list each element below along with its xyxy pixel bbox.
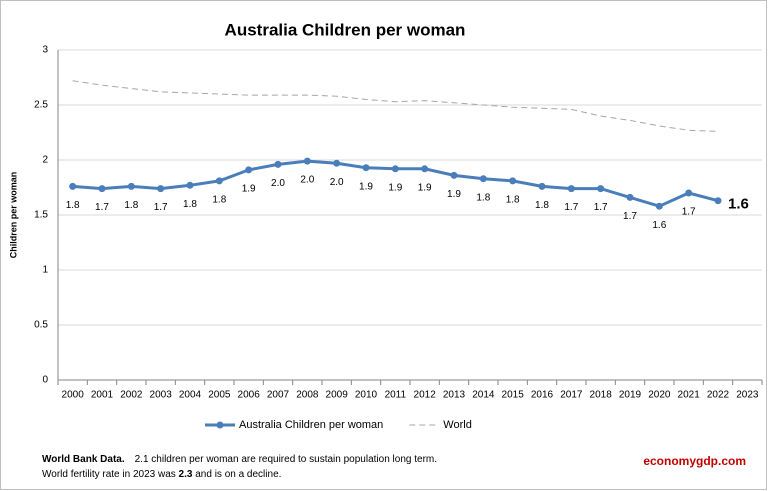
- data-label: 1.9: [359, 181, 373, 192]
- data-label: 1.8: [535, 200, 549, 211]
- data-point: [157, 185, 165, 193]
- data-point: [186, 181, 194, 189]
- data-label: 1.7: [594, 202, 608, 213]
- brand: economygdp.com: [643, 454, 746, 468]
- data-point: [655, 202, 663, 210]
- footer-source: World Bank Data.: [42, 454, 125, 465]
- data-point: [303, 157, 311, 165]
- data-label: 1.7: [564, 202, 578, 213]
- x-tick-label: 2022: [707, 390, 730, 401]
- data-label: 2.0: [300, 175, 314, 186]
- x-tick-label: 2019: [619, 390, 642, 401]
- data-label: 1.7: [154, 202, 168, 213]
- data-label: 2.0: [271, 178, 285, 189]
- data-label: 1.8: [124, 200, 138, 211]
- data-point: [391, 165, 399, 173]
- data-point: [626, 193, 634, 201]
- data-point: [274, 160, 282, 168]
- data-label: 1.8: [183, 199, 197, 210]
- x-tick-label: 2002: [120, 390, 143, 401]
- x-tick-label: 2014: [472, 390, 495, 401]
- data-label: 1.9: [388, 182, 402, 193]
- y-tick-label: 0.5: [34, 320, 48, 331]
- footer-note: 2.1 children per woman are required to s…: [135, 454, 437, 465]
- data-point: [685, 189, 693, 197]
- data-point: [421, 165, 429, 173]
- footer-text: World fertility rate in 2023 was: [42, 469, 179, 480]
- data-point: [245, 166, 253, 174]
- data-label: 1.7: [682, 207, 696, 218]
- data-point: [509, 177, 517, 185]
- data-point: [450, 171, 458, 179]
- x-tick-label: 2000: [62, 390, 85, 401]
- x-tick-label: 2008: [296, 390, 319, 401]
- data-label: 1.8: [66, 200, 80, 211]
- data-label: 1.8: [212, 195, 226, 206]
- data-label: 1.7: [623, 211, 637, 222]
- y-tick-label: 0: [42, 375, 48, 386]
- series-line: [72, 80, 719, 132]
- x-tick-label: 2011: [385, 390, 407, 401]
- x-tick-label: 2012: [414, 390, 437, 401]
- x-tick-label: 2017: [560, 390, 583, 401]
- data-point: [127, 182, 135, 190]
- data-point: [597, 185, 605, 193]
- data-point: [98, 185, 106, 193]
- x-tick-label: 2001: [91, 390, 114, 401]
- legend-marker: [216, 421, 224, 429]
- data-point: [567, 185, 575, 193]
- data-label: 2.0: [330, 177, 344, 188]
- data-point: [69, 182, 77, 190]
- x-tick-label: 2020: [648, 390, 671, 401]
- footer-text: and is on a decline.: [192, 469, 281, 480]
- x-tick-label: 2013: [443, 390, 466, 401]
- data-label: 1.9: [447, 189, 461, 200]
- data-label: 1.9: [242, 184, 256, 195]
- chart-title: Australia Children per woman: [225, 20, 466, 39]
- x-tick-label: 2021: [678, 390, 701, 401]
- y-tick-label: 1.5: [34, 210, 48, 221]
- data-point: [714, 197, 722, 205]
- x-tick-label: 2010: [355, 390, 378, 401]
- x-tick-label: 2005: [208, 390, 231, 401]
- x-tick-label: 2015: [502, 390, 525, 401]
- data-label: 1.9: [418, 182, 432, 193]
- x-tick-label: 2003: [150, 390, 173, 401]
- footer-line-1: World Bank Data. 2.1 children per woman a…: [42, 454, 437, 465]
- data-point: [479, 175, 487, 183]
- data-point: [333, 159, 341, 167]
- data-label: 1.7: [95, 202, 109, 213]
- footer-value: 2.3: [179, 469, 193, 480]
- x-tick-label: 2006: [238, 390, 261, 401]
- data-point: [362, 164, 370, 172]
- legend-label: Australia Children per woman: [239, 419, 383, 431]
- data-label: 1.6: [652, 220, 666, 231]
- x-tick-label: 2004: [179, 390, 202, 401]
- x-tick-label: 2018: [590, 390, 613, 401]
- x-tick-label: 2007: [267, 390, 290, 401]
- x-tick-label: 2016: [531, 390, 554, 401]
- data-label: 1.8: [506, 195, 520, 206]
- x-tick-label: 2009: [326, 390, 349, 401]
- data-label: 1.6: [728, 196, 749, 213]
- y-axis-label: Children per woman: [8, 172, 18, 259]
- data-label: 1.8: [476, 192, 490, 203]
- data-point: [215, 177, 223, 185]
- y-tick-label: 2: [42, 155, 48, 166]
- y-tick-label: 3: [42, 45, 48, 56]
- data-point: [538, 182, 546, 190]
- y-tick-label: 2.5: [34, 100, 48, 111]
- legend-label: World: [443, 419, 472, 431]
- y-tick-label: 1: [42, 265, 48, 276]
- footer-line-2: World fertility rate in 2023 was 2.3 and…: [42, 469, 281, 480]
- x-tick-label: 2023: [736, 390, 759, 401]
